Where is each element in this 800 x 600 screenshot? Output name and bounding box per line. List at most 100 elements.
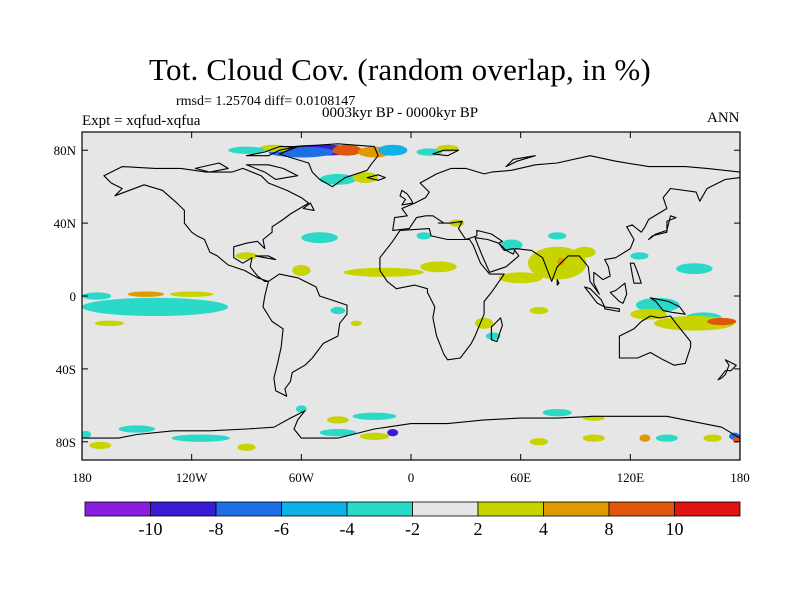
coastline-south-america	[262, 273, 348, 397]
anomaly-south-ocean-pos2	[359, 432, 390, 440]
anomaly-antarctic-interior-pos	[529, 438, 549, 446]
colorbar-label: -6	[274, 519, 289, 539]
season-label: ANN	[707, 110, 740, 126]
anomaly-india-orange	[557, 257, 565, 266]
x-tick-label: 120W	[176, 470, 209, 485]
anomaly-mediterranean-neg	[416, 232, 432, 240]
coastline-victoria-island	[194, 162, 229, 173]
colorbar-label: -10	[139, 519, 163, 539]
anomaly-greenland-east-cyan	[378, 144, 408, 156]
colorbar-label: -4	[340, 519, 355, 539]
coastline-novaya-zemlya	[505, 155, 536, 168]
coastline-eurasia	[392, 155, 740, 295]
coastline-north-america	[103, 166, 310, 282]
anomaly-antarctic-west-edge-neg	[82, 430, 92, 439]
y-tick-label: 40N	[54, 216, 77, 231]
coastline-iceland	[366, 174, 386, 181]
anomaly-s-indian-pos	[529, 306, 549, 315]
coastline-australia	[618, 315, 692, 366]
anomaly-amundsen-pos	[89, 441, 112, 450]
anomaly-indochina-neg	[630, 252, 649, 260]
anomaly-south-ocean-neg1	[352, 412, 397, 420]
anomaly-arabian-sea-pos	[498, 272, 543, 284]
anomaly-s-atlantic-pos	[350, 320, 362, 327]
anomaly-nw-pacific-neg	[676, 263, 713, 275]
stats-label: rmsd= 1.25704 diff= 0.0108147	[176, 94, 356, 109]
anomaly-baffin-neg	[228, 146, 265, 154]
anomaly-north-atlantic-neg	[301, 232, 338, 244]
anomaly-layer	[82, 144, 740, 451]
anomaly-ross-neg	[118, 425, 156, 433]
anomaly-antarctic-interior-orange	[639, 434, 651, 442]
plot-title: Tot. Cloud Cov. (random overlap, in %)	[149, 52, 651, 87]
anomaly-pacific-equator-pos	[127, 291, 165, 297]
anomaly-pacific-equator-neg	[82, 297, 229, 317]
anomaly-south-ocean-pos1	[326, 416, 349, 424]
colorbar-label: 4	[539, 519, 548, 539]
x-tick-label: 60W	[289, 470, 315, 485]
anomaly-spcz-orange	[707, 317, 737, 326]
coastline-java	[604, 306, 620, 313]
anomaly-mozambique-neg	[485, 332, 501, 340]
anomaly-arabia-neg	[500, 239, 523, 251]
anomaly-antarctic-interior-neg	[655, 434, 678, 442]
coastline-svalbard	[432, 149, 460, 157]
coastline-madagascar	[490, 317, 503, 343]
y-tick-label: 80S	[56, 435, 76, 450]
coastline-philippines	[629, 262, 642, 284]
colorbar-box	[281, 501, 348, 517]
colorbar-label: 10	[666, 519, 684, 539]
coastline-baffin-island	[245, 164, 299, 180]
coastline-newfoundland	[302, 202, 315, 211]
map-axes: 180 120W 60W 0 60E 120E 180 80N 40N 0 40S 80S	[54, 132, 750, 485]
colorbar-box	[412, 501, 479, 517]
coastline-sri-lanka	[556, 279, 560, 286]
colorbar-box	[150, 501, 217, 517]
y-tick-label: 0	[70, 289, 77, 304]
anomaly-south-ocean-neg2	[319, 429, 357, 437]
anomaly-caribbean-pos	[292, 265, 311, 276]
period-label: 0003kyr BP - 0000kyr BP	[322, 105, 479, 121]
coastline-antarctica	[82, 410, 740, 460]
colorbar-box	[543, 501, 610, 517]
coastline-layer	[82, 143, 740, 460]
coastline-africa	[379, 228, 505, 361]
anomaly-pacific-equator-yel	[169, 291, 214, 297]
anomaly-bay-bengal-pos	[573, 246, 596, 258]
x-tick-label: 120E	[617, 470, 645, 485]
coastline-borneo	[609, 282, 628, 304]
coastline-arabia	[474, 237, 520, 273]
x-tick-label: 180	[730, 470, 750, 485]
anomaly-greenland-south-pos	[352, 172, 379, 184]
colorbar-box	[608, 501, 675, 517]
colorbar-box	[477, 501, 544, 517]
x-tick-label: 60E	[510, 470, 531, 485]
anomaly-greenland-north-pos	[332, 144, 362, 156]
colorbar-label: 2	[474, 519, 483, 539]
coastline-greenland	[278, 143, 379, 188]
anomaly-antarctic-west-pos	[237, 443, 256, 451]
colorbar-box	[215, 501, 282, 517]
anomaly-tropical-atlantic-pos	[343, 267, 424, 277]
anomaly-antarctic-interior-pos2	[582, 434, 605, 442]
anomaly-ant-neg-east	[542, 408, 572, 417]
anomaly-ross-neg2	[171, 434, 231, 442]
colorbar-label: -8	[209, 519, 224, 539]
colorbar-label: 8	[605, 519, 614, 539]
experiment-label: Expt = xqfud-xqfua	[82, 113, 201, 129]
coastline-great-britain	[399, 189, 414, 206]
anomaly-south-ocean-blue	[387, 429, 399, 437]
x-tick-label: 0	[408, 470, 415, 485]
colorbar-box	[674, 501, 741, 517]
anomaly-india-pos	[527, 246, 587, 280]
x-tick-label: 180	[72, 470, 92, 485]
y-tick-label: 40S	[56, 362, 76, 377]
anomaly-tibet-neg	[548, 232, 567, 240]
coastline-sumatra	[584, 286, 606, 308]
anomaly-antarctic-interior-pos3	[703, 434, 722, 442]
anomaly-south-pacific-pos	[94, 320, 125, 327]
colorbar-box	[346, 501, 413, 517]
coastline-cuba	[255, 255, 277, 261]
